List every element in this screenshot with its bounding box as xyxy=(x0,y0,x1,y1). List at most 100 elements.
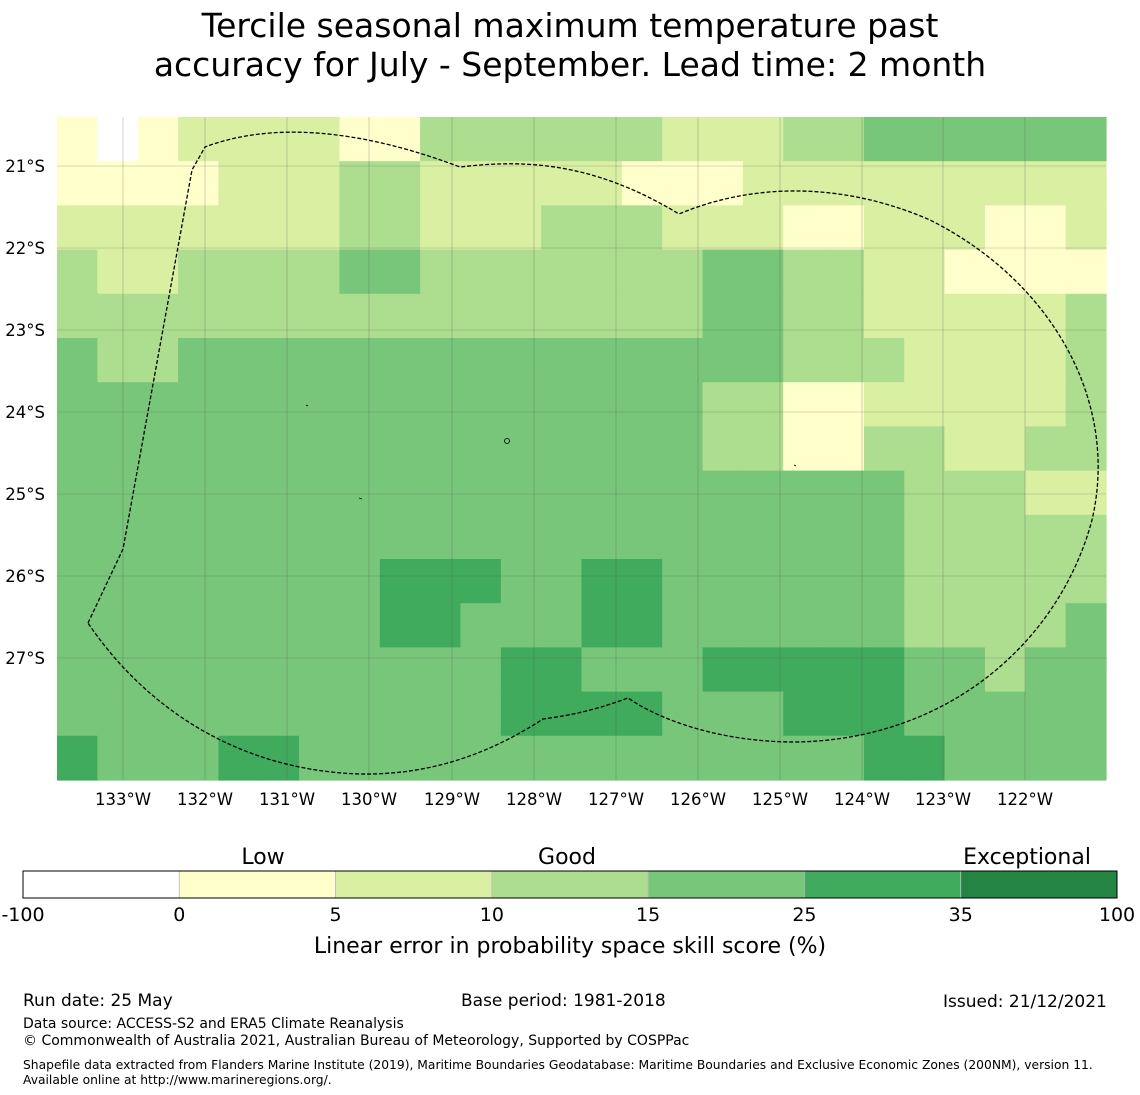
skill-cell xyxy=(662,514,704,560)
skill-cell xyxy=(1065,691,1107,737)
skill-cell xyxy=(1025,161,1067,206)
skill-cell xyxy=(541,735,583,781)
skill-cell xyxy=(863,293,905,339)
skill-cell xyxy=(823,426,865,472)
skill-cell xyxy=(500,514,542,560)
longitude-label: 127°W xyxy=(588,790,644,809)
longitude-label: 129°W xyxy=(424,790,480,809)
colorbar-tick-label: 10 xyxy=(480,904,504,926)
skill-cell xyxy=(702,205,744,251)
skill-cell xyxy=(97,117,139,162)
skill-cell xyxy=(420,249,462,295)
skill-cell xyxy=(460,647,502,693)
skill-cell xyxy=(218,470,260,516)
skill-cell xyxy=(944,691,986,737)
skill-cell xyxy=(1025,559,1067,604)
skill-cell xyxy=(581,603,623,648)
latitude-label: 24°S xyxy=(5,403,45,422)
skill-cell xyxy=(742,470,784,516)
skill-cell xyxy=(904,161,946,206)
skill-cell xyxy=(258,382,300,427)
skill-cell xyxy=(984,426,1026,472)
latitude-label: 23°S xyxy=(5,321,45,340)
skill-cell xyxy=(460,293,502,339)
data-source: Data source: ACCESS-S2 and ERA5 Climate … xyxy=(23,1016,404,1032)
skill-cell xyxy=(178,293,219,339)
issued-date: Issued: 21/12/2021 xyxy=(943,992,1107,1012)
skill-cell xyxy=(339,426,381,472)
skill-cell xyxy=(379,205,421,251)
skill-cell xyxy=(57,249,98,295)
skill-cell xyxy=(178,559,219,604)
skill-cell xyxy=(581,117,623,162)
skill-cell xyxy=(984,382,1026,427)
skill-cell xyxy=(460,161,502,206)
skill-cell xyxy=(984,205,1026,251)
skill-cell xyxy=(541,117,583,162)
skill-cell xyxy=(299,647,341,693)
skill-cell xyxy=(742,559,784,604)
longitude-label: 125°W xyxy=(752,790,808,809)
skill-cell xyxy=(137,205,179,251)
skill-cell xyxy=(420,161,462,206)
skill-cell xyxy=(339,205,381,251)
skill-cell xyxy=(944,382,986,427)
skill-cell xyxy=(218,338,260,383)
skill-cell xyxy=(904,470,946,516)
colorbar: -100 0 5 10 15 25 35 100 Low Good Exceptional Linea… xyxy=(1,845,1135,959)
skill-cell xyxy=(57,338,98,383)
skill-cell xyxy=(783,117,825,162)
skill-cell xyxy=(218,117,260,162)
skill-cell xyxy=(742,382,784,427)
skill-cell xyxy=(742,117,784,162)
skill-cell xyxy=(258,293,300,339)
skill-cell xyxy=(1025,691,1067,737)
skill-cell xyxy=(904,117,946,162)
skill-cell xyxy=(1065,205,1107,251)
skill-cell xyxy=(57,735,98,781)
skill-cell xyxy=(1065,293,1107,339)
skill-cell xyxy=(379,161,421,206)
skill-cell xyxy=(218,647,260,693)
skill-cell xyxy=(1025,470,1067,516)
skill-cell xyxy=(581,470,623,516)
skill-cell xyxy=(742,338,784,383)
skill-cell xyxy=(662,382,704,427)
skill-cell xyxy=(702,514,744,560)
skill-cell xyxy=(460,514,502,560)
skill-cell xyxy=(783,382,825,427)
skill-cell xyxy=(460,382,502,427)
skill-cell xyxy=(500,293,542,339)
skill-cell xyxy=(863,426,905,472)
skill-cell xyxy=(258,691,300,737)
skill-cell xyxy=(541,249,583,295)
skill-cell xyxy=(420,514,462,560)
skill-cell xyxy=(178,249,219,295)
skill-cell xyxy=(823,470,865,516)
skill-cell xyxy=(904,603,946,648)
skill-cell xyxy=(823,603,865,648)
skill-cell xyxy=(541,514,583,560)
skill-cell xyxy=(178,691,219,737)
skill-cell xyxy=(299,382,341,427)
island-marks xyxy=(305,404,797,500)
skill-cell xyxy=(57,293,98,339)
skill-cell xyxy=(662,559,704,604)
skill-cell xyxy=(742,249,784,295)
colorbar-tick-label: -100 xyxy=(1,904,44,926)
base-period: Base period: 1981-2018 xyxy=(461,991,666,1011)
skill-cell xyxy=(339,293,381,339)
skill-cell xyxy=(97,426,139,472)
skill-cell xyxy=(500,647,542,693)
skill-cell xyxy=(702,382,744,427)
skill-cell xyxy=(97,293,139,339)
skill-cell xyxy=(742,647,784,693)
skill-cell xyxy=(339,117,381,162)
latitude-label: 21°S xyxy=(5,157,45,176)
skill-cell xyxy=(702,559,744,604)
skill-cell xyxy=(420,205,462,251)
skill-cell xyxy=(258,205,300,251)
skill-cell xyxy=(137,117,179,162)
skill-cell xyxy=(258,117,300,162)
skill-cell xyxy=(621,293,663,339)
